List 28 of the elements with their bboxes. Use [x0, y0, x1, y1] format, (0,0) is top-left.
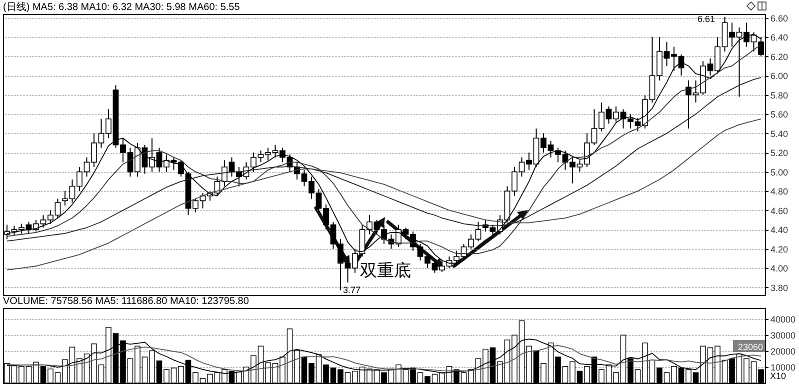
- y-tick-label: 20000: [770, 346, 796, 357]
- y-tick-label: 4.60: [770, 206, 788, 216]
- y-tick-label: 30000: [770, 330, 796, 341]
- y-tick-label: 4.40: [770, 225, 788, 236]
- y-tick-label: 6.40: [770, 32, 788, 43]
- y-tick-label: 5.80: [770, 90, 788, 100]
- y-tick-label: 6.60: [770, 13, 788, 24]
- line-series: [6, 77, 762, 242]
- text: X10: [770, 371, 786, 381]
- y-tick-label: 4.00: [770, 264, 788, 274]
- annotation: 6.61: [697, 14, 715, 24]
- y-tick-label: 6.20: [770, 52, 788, 62]
- y-tick-label: 3.80: [770, 282, 788, 293]
- y-tick-label: 5.60: [770, 110, 788, 120]
- y-tick-label: 6.00: [770, 71, 788, 82]
- chart-title: VOLUME: 75758.56 MA5: 111686.80 MA10: 123795.80: [3, 296, 250, 307]
- annotation: 23060: [738, 342, 763, 352]
- chart-title: (日线) MA5: 6.38 MA10: 6.32 MA30: 5.98 MA60: 5.55: [3, 0, 240, 13]
- y-tick-label: 5.00: [770, 167, 788, 178]
- y-tick-label: 5.20: [770, 148, 788, 158]
- y-tick-label: 4.80: [770, 186, 788, 197]
- y-tick-label: 10000: [770, 362, 796, 373]
- y-tick-label: 5.40: [770, 128, 788, 139]
- annotation: 3.77: [343, 285, 361, 295]
- line-series: [6, 345, 762, 372]
- y-tick-label: 4.20: [770, 244, 788, 254]
- y-tick-label: 40000: [770, 314, 796, 325]
- annotation: 双重底: [360, 261, 411, 280]
